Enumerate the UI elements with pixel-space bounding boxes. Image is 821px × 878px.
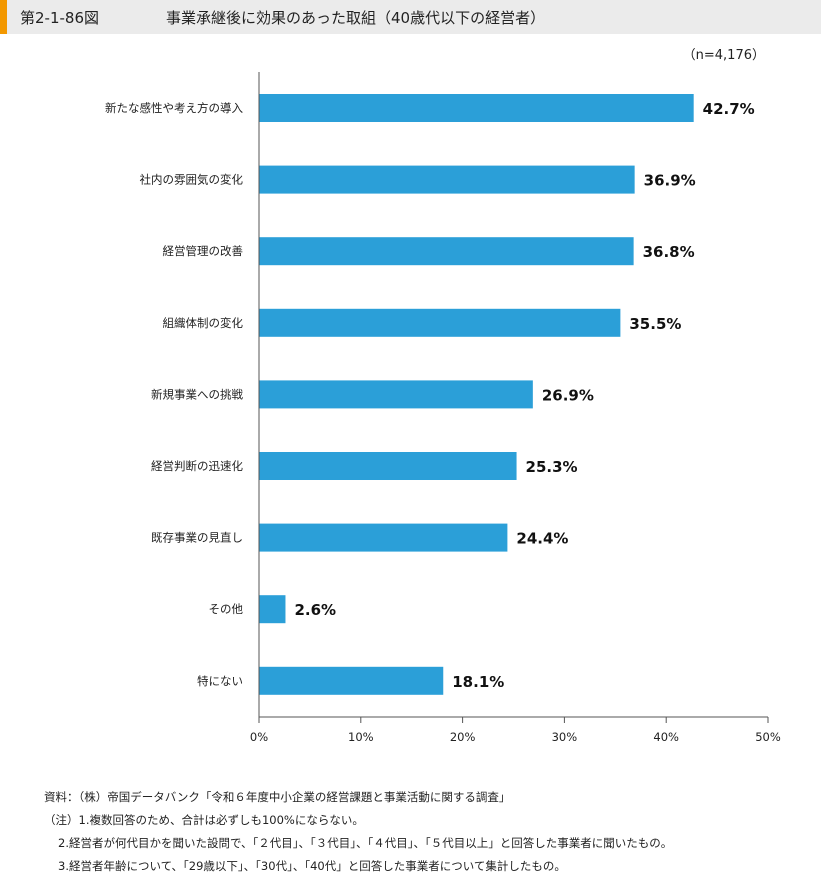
note-2: 2.経営者が何代目かを聞いた設問で、「２代目」、「３代目」、「４代目」、「５代目…: [58, 836, 673, 850]
value-label-8: 18.1%: [452, 673, 504, 691]
value-label-6: 24.4%: [516, 530, 568, 548]
bar-1: [259, 165, 635, 194]
bar-7: [259, 595, 286, 624]
x-tick-label-5: 50%: [755, 730, 781, 744]
category-label-1: 社内の雰囲気の変化: [140, 173, 244, 187]
bar-6: [259, 523, 508, 552]
value-label-1: 36.9%: [644, 172, 696, 190]
figure-number: 第2-1-86図: [20, 9, 99, 27]
value-label-2: 36.8%: [643, 243, 695, 261]
figure-title: 事業承継後に効果のあった取組（40歳代以下の経営者）: [166, 9, 546, 27]
x-tick-label-1: 10%: [348, 730, 374, 744]
category-label-4: 新規事業への挑戦: [151, 387, 243, 401]
x-tick-label-0: 0%: [250, 730, 268, 744]
bar-4: [259, 380, 533, 409]
value-label-5: 25.3%: [526, 458, 578, 476]
category-label-2: 経営管理の改善: [163, 244, 244, 258]
x-tick-label-3: 30%: [552, 730, 578, 744]
value-label-4: 26.9%: [542, 386, 594, 404]
value-label-0: 42.7%: [703, 100, 755, 118]
note-1: （注）1.複数回答のため、合計は必ずしも100%にならない。: [44, 813, 364, 827]
category-label-8: 特にない: [197, 674, 243, 688]
bar-8: [259, 666, 444, 695]
category-label-7: その他: [209, 602, 244, 616]
x-tick-label-4: 40%: [653, 730, 679, 744]
value-label-3: 35.5%: [629, 315, 681, 333]
category-label-6: 既存事業の見直し: [151, 531, 243, 545]
bar-0: [259, 94, 694, 122]
figure-header: 第2-1-86図 事業承継後に効果のあった取組（40歳代以下の経営者）: [0, 0, 821, 34]
source-note: 資料：（株）帝国データバンク「令和６年度中小企業の経営課題と事業活動に関する調査…: [44, 790, 511, 804]
header-accent-bar: [0, 0, 7, 34]
bar-chart: 新たな感性や考え方の導入 42.7% 社内の雰囲気の変化 36.9% 経営管理の改善 36…: [105, 72, 781, 744]
category-label-3: 組織体制の変化: [163, 316, 244, 330]
x-tick-label-2: 20%: [450, 730, 476, 744]
value-label-7: 2.6%: [294, 601, 336, 619]
notes-block: 資料：（株）帝国データバンク「令和６年度中小企業の経営課題と事業活動に関する調査…: [44, 786, 672, 878]
note-3: 3.経営者年齢について、「29歳以下」、「30代」、「40代」と回答した事業者に…: [58, 859, 566, 873]
bar-3: [259, 308, 621, 337]
category-label-0: 新たな感性や考え方の導入: [105, 101, 243, 115]
sample-size-label: （n=4,176）: [682, 48, 765, 63]
bar-5: [259, 452, 517, 480]
bar-2: [259, 237, 634, 266]
category-label-5: 経営判断の迅速化: [151, 459, 243, 473]
